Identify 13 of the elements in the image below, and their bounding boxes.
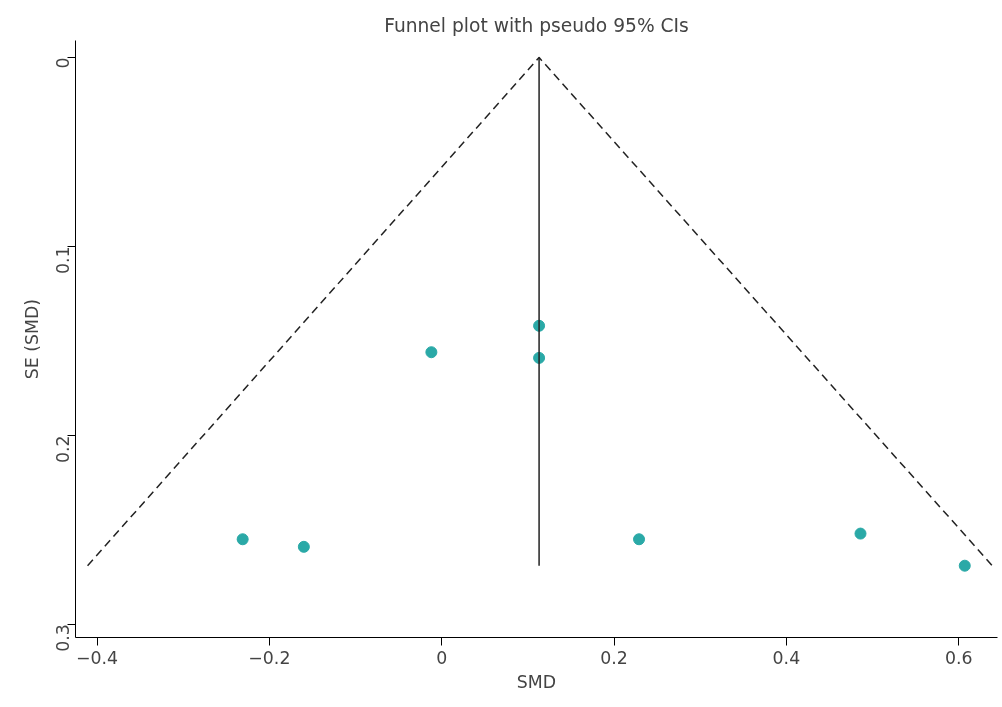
chart-title: Funnel plot with pseudo 95% CIs — [384, 14, 689, 36]
y-tick-label: 0.3 — [53, 624, 73, 652]
y-tick-label: 0.1 — [53, 246, 73, 274]
x-tick-label: −0.2 — [248, 647, 291, 668]
y-tick-label: 0 — [53, 57, 73, 69]
x-tick-label: −0.4 — [76, 647, 119, 668]
x-axis-title: SMD — [516, 671, 557, 692]
x-tick-label: 0 — [436, 647, 448, 668]
y-tick-label: 0.2 — [53, 435, 73, 463]
x-tick-label: 0.6 — [944, 647, 973, 668]
x-tick-label: 0.2 — [600, 647, 628, 668]
x-tick-label: 0.4 — [772, 647, 801, 668]
y-axis-title: SE (SMD) — [21, 298, 42, 380]
